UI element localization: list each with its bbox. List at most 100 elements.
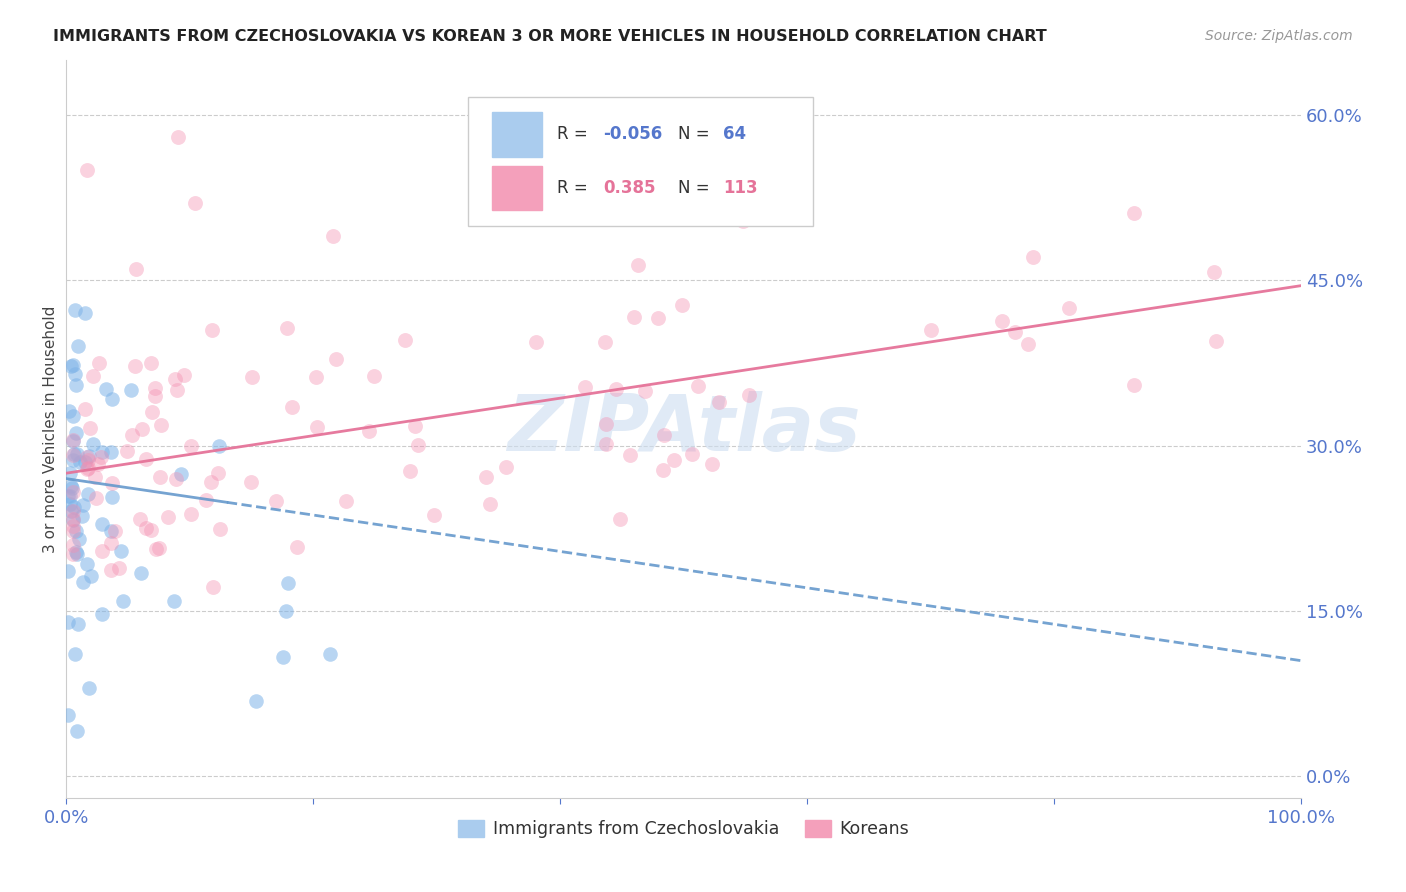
Point — [59, 497, 82, 511]
Point — [135, 452, 157, 467]
Point — [200, 475, 222, 489]
Point — [100, 524, 122, 538]
Point — [77, 487, 100, 501]
Point — [82, 437, 104, 451]
Point — [69, 455, 91, 469]
Point — [524, 335, 547, 350]
Point — [654, 428, 676, 442]
Point — [319, 647, 342, 661]
Point — [89, 356, 111, 370]
Point — [60, 359, 83, 374]
Point — [240, 475, 263, 490]
Point — [495, 459, 517, 474]
Point — [325, 352, 347, 367]
Point — [110, 543, 132, 558]
Point — [124, 359, 146, 374]
Point — [990, 314, 1012, 328]
Point — [120, 383, 142, 397]
Point — [121, 428, 143, 442]
Point — [59, 466, 82, 480]
Point — [135, 521, 157, 535]
Point — [72, 508, 94, 523]
Point — [335, 494, 357, 508]
Point — [84, 491, 107, 505]
Text: R =: R = — [557, 126, 592, 144]
Point — [173, 368, 195, 383]
Point — [738, 387, 761, 401]
Point — [75, 455, 97, 469]
Point — [76, 450, 98, 464]
Point — [1017, 337, 1039, 351]
Point — [165, 472, 187, 486]
Point — [627, 258, 650, 272]
Text: R =: R = — [557, 179, 598, 197]
Point — [207, 466, 229, 480]
Text: Source: ZipAtlas.com: Source: ZipAtlas.com — [1205, 29, 1353, 43]
FancyBboxPatch shape — [468, 96, 813, 226]
Point — [593, 334, 616, 349]
Point — [681, 447, 703, 461]
Point — [664, 453, 686, 467]
Point — [56, 489, 79, 503]
Point — [595, 417, 617, 431]
Point — [266, 493, 288, 508]
Point — [94, 382, 117, 396]
Point — [129, 566, 152, 580]
Point — [702, 457, 724, 471]
Point — [184, 196, 207, 211]
Point — [574, 380, 596, 394]
Point — [100, 444, 122, 458]
Point — [180, 507, 202, 521]
Point — [141, 405, 163, 419]
Point — [406, 438, 429, 452]
Point — [363, 368, 385, 383]
Point — [1004, 326, 1026, 340]
Point — [62, 434, 84, 448]
Point — [1204, 265, 1226, 279]
Point — [76, 162, 98, 177]
Point — [1205, 334, 1227, 348]
Point — [79, 421, 101, 435]
Point — [90, 607, 112, 621]
Point — [67, 616, 90, 631]
Point — [148, 541, 170, 555]
Point — [707, 394, 730, 409]
Point — [202, 580, 225, 594]
Point — [619, 449, 641, 463]
Point — [66, 547, 89, 561]
Point — [90, 450, 112, 465]
Text: N =: N = — [678, 179, 714, 197]
Point — [195, 493, 218, 508]
Point — [100, 563, 122, 577]
Point — [139, 356, 162, 370]
Point — [180, 439, 202, 453]
Point — [170, 467, 193, 481]
Point — [104, 524, 127, 538]
Point — [139, 523, 162, 537]
Point — [145, 542, 167, 557]
Point — [143, 389, 166, 403]
Point — [595, 437, 617, 451]
Text: IMMIGRANTS FROM CZECHOSLOVAKIA VS KOREAN 3 OR MORE VEHICLES IN HOUSEHOLD CORRELA: IMMIGRANTS FROM CZECHOSLOVAKIA VS KOREAN… — [53, 29, 1047, 44]
Point — [623, 310, 645, 324]
Point — [65, 426, 87, 441]
Point — [671, 298, 693, 312]
Point — [56, 707, 79, 722]
Point — [62, 547, 84, 561]
Point — [62, 485, 84, 500]
Point — [60, 504, 83, 518]
Point — [399, 464, 422, 478]
Text: -0.056: -0.056 — [603, 126, 662, 144]
Text: 64: 64 — [723, 126, 747, 144]
Point — [77, 681, 100, 696]
Text: 113: 113 — [723, 179, 758, 197]
Point — [79, 450, 101, 464]
Point — [62, 524, 84, 538]
Point — [423, 508, 446, 522]
Point — [65, 303, 87, 318]
Point — [56, 615, 79, 630]
Point — [66, 723, 89, 738]
Point — [633, 384, 655, 398]
Point — [117, 444, 139, 458]
Point — [274, 604, 297, 618]
